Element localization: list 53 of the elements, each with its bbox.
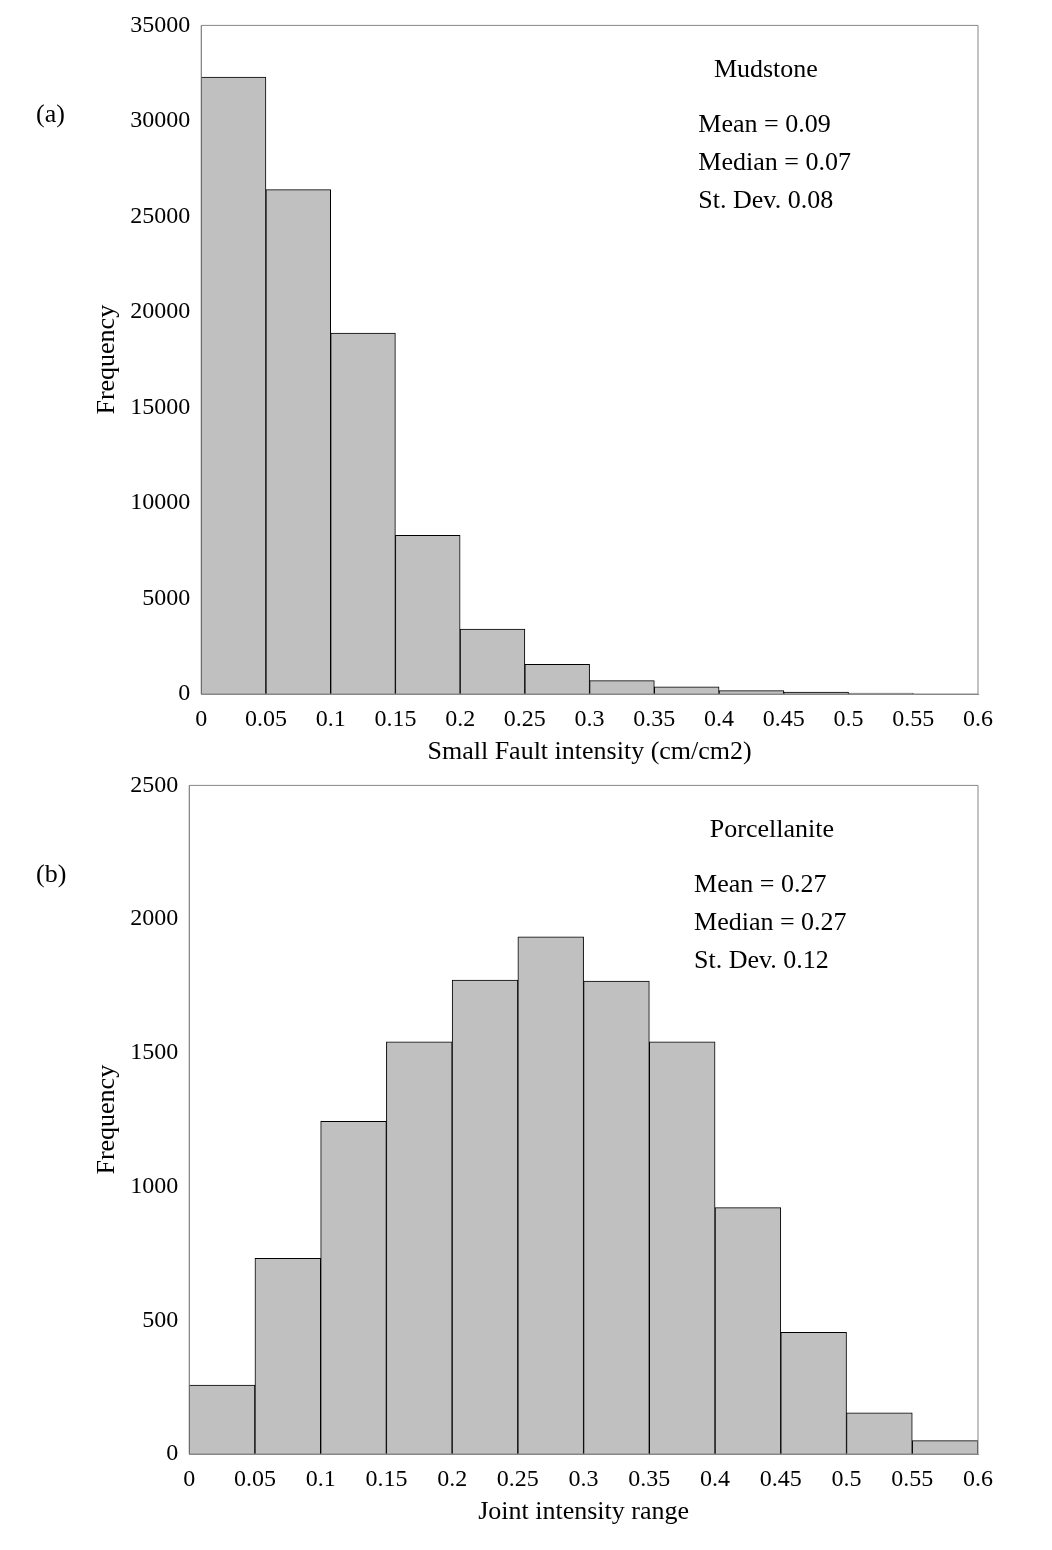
y-tick-label: 500 [142, 1305, 179, 1332]
x-tick-label: 0.1 [315, 704, 346, 731]
y-tick-label: 1000 [130, 1171, 179, 1198]
annotation: St. Dev. 0.12 [694, 945, 829, 975]
y-tick-label: 15000 [130, 392, 191, 419]
y-tick-label: 35000 [130, 10, 191, 37]
x-tick-label: 0.4 [700, 1464, 731, 1491]
x-tick-label: 0.4 [704, 704, 735, 731]
y-tick-label: 0 [178, 679, 191, 706]
annotation: Mean = 0.09 [698, 109, 831, 139]
y-tick-label: 0 [166, 1439, 179, 1466]
x-axis-title: Small Fault intensity (cm/cm2) [427, 736, 752, 766]
x-tick-label: 0.6 [963, 1464, 993, 1491]
x-tick-label: 0.55 [891, 1464, 934, 1491]
y-tick-label: 10000 [130, 488, 191, 515]
x-tick-label: 0.05 [244, 704, 287, 731]
x-tick-label: 0.5 [833, 704, 864, 731]
y-tick-label: 20000 [130, 297, 191, 324]
x-tick-label: 0.2 [445, 704, 476, 731]
y-tick-label: 30000 [130, 106, 191, 133]
y-tick-label: 25000 [130, 201, 191, 228]
x-tick-label: 0.15 [374, 704, 417, 731]
x-tick-label: 0.6 [963, 704, 993, 731]
y-tick-label: 2000 [130, 904, 179, 931]
y-axis-title: Frequency [91, 1064, 121, 1175]
x-tick-label: 0.05 [233, 1464, 276, 1491]
x-tick-label: 0.45 [759, 1464, 802, 1491]
y-axis-title: Frequency [91, 304, 121, 415]
x-tick-label: 0.3 [574, 704, 605, 731]
annotation: St. Dev. 0.08 [698, 185, 834, 215]
y-tick-label: 2500 [130, 770, 179, 797]
x-tick-label: 0.35 [628, 1464, 671, 1491]
x-tick-label: 0.2 [437, 1464, 468, 1491]
x-tick-label: 0.25 [496, 1464, 539, 1491]
annotation: Mean = 0.27 [694, 869, 827, 899]
x-tick-label: 0.1 [305, 1464, 336, 1491]
x-axis-title: Joint intensity range [478, 1496, 690, 1526]
x-tick-label: 0.25 [503, 704, 546, 731]
x-tick-label: 0.55 [892, 704, 935, 731]
x-tick-label: 0.45 [762, 704, 805, 731]
x-tick-label: 0.15 [365, 1464, 408, 1491]
x-tick-label: 0.3 [568, 1464, 599, 1491]
annotation: Mudstone [713, 54, 818, 84]
annotation: Median = 0.07 [698, 147, 851, 177]
x-tick-label: 0 [195, 704, 208, 731]
annotation: Porcellanite [709, 814, 834, 844]
x-tick-label: 0.35 [633, 704, 676, 731]
x-tick-label: 0.5 [831, 1464, 862, 1491]
y-tick-label: 5000 [142, 583, 191, 610]
annotation: Median = 0.27 [694, 907, 847, 937]
text: (a) [36, 99, 65, 129]
y-tick-label: 1500 [130, 1038, 179, 1065]
text: (b) [36, 859, 67, 889]
